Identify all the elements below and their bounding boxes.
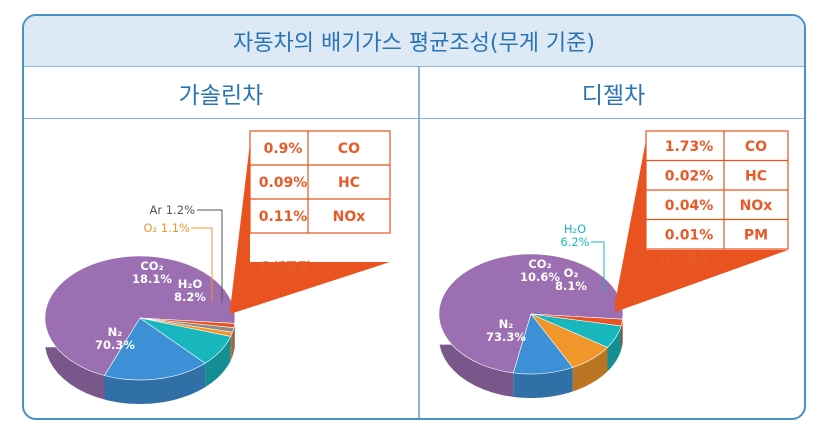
harmful-table-0 [249, 130, 391, 234]
harmful-label-0: 유해물질 [259, 261, 311, 277]
pie-side-0-4 [232, 327, 234, 357]
harmful-value-0-1: 0.09% [259, 175, 308, 191]
slice-value-0-1: 18.1% [132, 272, 172, 286]
pie-side-0-5 [233, 323, 235, 352]
pie-slice-0-5 [139, 317, 235, 329]
slice-label-0-0: N₂ [108, 325, 123, 339]
slice-value-1-1: 10.6% [520, 270, 560, 284]
pie-side-0-1 [104, 363, 206, 404]
harmful-value-1-2: 0.04% [665, 198, 714, 214]
slice-label-1-2: O₂ [564, 266, 579, 280]
pie-side-1-1 [513, 367, 573, 398]
harmful-value-0-2: 0.11% [259, 209, 308, 225]
harmful-name-1-0: CO [745, 139, 767, 155]
pie-slice-0-1 [104, 317, 206, 381]
harmful-value-1-1: 0.02% [665, 168, 714, 184]
slice-label-0-1: CO₂ [140, 259, 163, 273]
pie-side-1-4 [621, 319, 623, 350]
harmful-name-0-0: CO [338, 141, 360, 157]
slice-label-0-3: O₂ 1.1% [143, 221, 190, 235]
slice-label-1-0: N₂ [499, 317, 514, 331]
harmful-value-0-0: 0.9% [264, 141, 303, 157]
pie-side-0-2 [205, 336, 231, 388]
harmful-value-1-3: 0.01% [665, 227, 714, 243]
slice-label-0-4: Ar 1.2% [150, 203, 196, 217]
leader-line-0-3 [191, 227, 213, 302]
slice-value-0-2: 8.2% [174, 290, 206, 304]
slice-value-1-2: 8.1% [555, 279, 587, 293]
harmful-name-1-2: NOx [740, 198, 773, 214]
slice-label-1-1: CO₂ [528, 257, 551, 271]
harmful-callout-1 [615, 140, 788, 312]
slice-label-1-3: H₂O [564, 222, 586, 236]
harmful-callout-0 [230, 143, 390, 314]
leader-line-1-3 [591, 241, 605, 292]
pie-side-1-2 [572, 347, 608, 392]
harmful-name-0-1: HC [338, 175, 360, 191]
diesel-panel-title: 디젤차 [419, 67, 804, 119]
chart-title: 자동차의 배기가스 평균조성(무게 기준) [24, 16, 804, 67]
harmful-name-1-1: HC [745, 168, 767, 184]
slice-value-0-0: 70.3% [95, 338, 135, 352]
pie-side-1-3 [607, 325, 622, 372]
pie-slice-1-4 [530, 313, 623, 327]
harmful-value-1-0: 1.73% [665, 139, 714, 155]
slice-value-1-0: 73.3% [486, 330, 526, 344]
pie-side-0-3 [230, 332, 233, 361]
leader-line-0-4 [197, 209, 223, 303]
slice-value-1-3: 6.2% [560, 235, 589, 249]
harmful-name-1-3: PM [744, 227, 768, 243]
harmful-label-1: 유해물질 [659, 251, 711, 267]
panel-divider [418, 67, 420, 418]
gasoline-panel-title: 가솔린차 [24, 67, 418, 119]
slice-label-0-2: H₂O [178, 277, 203, 291]
harmful-name-0-2: NOx [333, 209, 366, 225]
